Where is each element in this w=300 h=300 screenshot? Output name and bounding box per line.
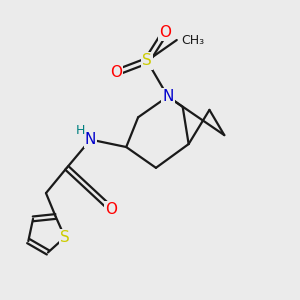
Text: H: H [76, 124, 85, 137]
Text: CH₃: CH₃ [181, 34, 204, 46]
Text: O: O [159, 25, 171, 40]
Text: O: O [110, 65, 122, 80]
Text: N: N [162, 89, 173, 104]
Text: O: O [105, 202, 117, 217]
Text: S: S [142, 53, 152, 68]
Text: N: N [85, 132, 96, 147]
Text: S: S [60, 230, 70, 245]
